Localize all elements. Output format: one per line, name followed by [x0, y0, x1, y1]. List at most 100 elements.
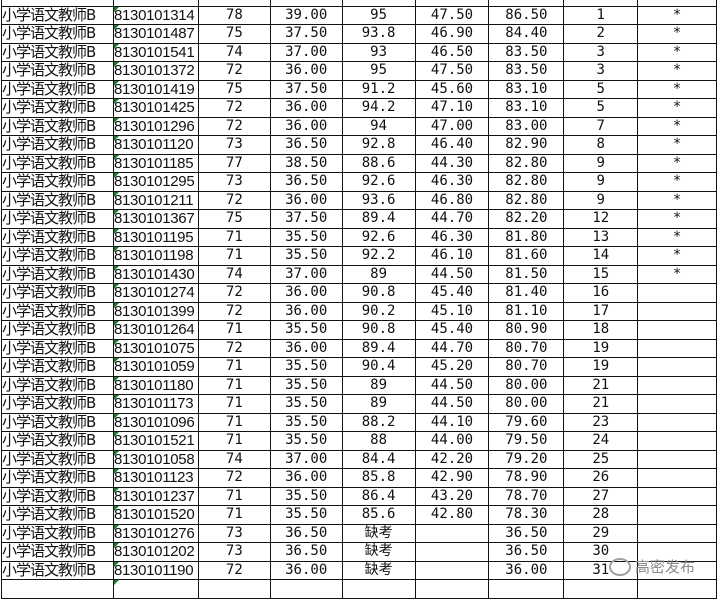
total-score-cell[interactable]: 82.90 — [488, 135, 565, 155]
total-score-cell[interactable]: 80.90 — [488, 320, 565, 340]
total-score-cell[interactable]: 79.60 — [488, 412, 565, 432]
interview-score-cell[interactable]: 95 — [341, 61, 416, 81]
interview-score-cell[interactable]: 85.6 — [341, 505, 416, 525]
total-score-cell[interactable]: 83.50 — [488, 42, 565, 62]
qualified-mark-cell[interactable]: * — [637, 209, 717, 229]
candidate-id-cell[interactable]: 8130101096 — [112, 412, 199, 432]
written-weighted-cell[interactable]: 36.00 — [269, 98, 343, 118]
interview-weighted-cell[interactable]: 45.40 — [414, 320, 490, 340]
written-weighted-cell[interactable]: 36.50 — [269, 523, 343, 543]
candidate-id-cell[interactable]: 8130101419 — [112, 79, 199, 99]
interview-weighted-cell[interactable]: 45.40 — [414, 283, 490, 303]
candidate-id-cell[interactable]: 8130101202 — [112, 542, 199, 562]
total-score-cell[interactable]: 83.00 — [488, 116, 565, 136]
interview-score-cell[interactable]: 92.2 — [341, 246, 416, 266]
interview-weighted-cell[interactable]: 45.20 — [414, 357, 490, 377]
qualified-mark-cell[interactable] — [637, 375, 717, 395]
qualified-mark-cell[interactable]: * — [637, 227, 717, 247]
rank-cell[interactable]: 9 — [563, 172, 639, 192]
interview-weighted-cell[interactable]: 44.30 — [414, 153, 490, 173]
written-score-cell[interactable]: 72 — [197, 116, 271, 136]
position-cell[interactable]: 小学语文教师B — [1, 190, 114, 210]
position-cell[interactable]: 小学语文教师B — [1, 5, 114, 25]
rank-cell[interactable]: 2 — [563, 24, 639, 44]
total-score-cell[interactable]: 79.50 — [488, 431, 565, 451]
written-score-cell[interactable]: 78 — [197, 5, 271, 25]
rank-cell[interactable]: 5 — [563, 79, 639, 99]
rank-cell[interactable]: 29 — [563, 523, 639, 543]
qualified-mark-cell[interactable]: * — [637, 61, 717, 81]
rank-cell[interactable]: 23 — [563, 412, 639, 432]
written-weighted-cell[interactable]: 35.50 — [269, 394, 343, 414]
candidate-id-cell[interactable]: 8130101367 — [112, 209, 199, 229]
interview-weighted-cell[interactable]: 46.30 — [414, 172, 490, 192]
position-cell[interactable]: 小学语文教师B — [1, 42, 114, 62]
position-cell[interactable]: 小学语文教师B — [1, 264, 114, 284]
written-score-cell[interactable]: 71 — [197, 357, 271, 377]
written-score-cell[interactable]: 72 — [197, 61, 271, 81]
candidate-id-cell[interactable]: 8130101430 — [112, 264, 199, 284]
written-score-cell[interactable]: 71 — [197, 412, 271, 432]
qualified-mark-cell[interactable] — [637, 320, 717, 340]
interview-weighted-cell[interactable]: 42.90 — [414, 468, 490, 488]
qualified-mark-cell[interactable]: * — [637, 24, 717, 44]
total-score-cell[interactable]: 36.00 — [488, 560, 565, 580]
total-score-cell[interactable]: 78.90 — [488, 468, 565, 488]
interview-score-cell[interactable]: 93.8 — [341, 24, 416, 44]
interview-weighted-cell[interactable] — [414, 542, 490, 562]
written-weighted-cell[interactable]: 35.50 — [269, 375, 343, 395]
position-cell[interactable]: 小学语文教师B — [1, 505, 114, 525]
total-score-cell[interactable]: 80.00 — [488, 375, 565, 395]
interview-score-cell[interactable]: 90.8 — [341, 283, 416, 303]
written-weighted-cell[interactable]: 36.50 — [269, 172, 343, 192]
position-cell[interactable]: 小学语文教师B — [1, 412, 114, 432]
written-score-cell[interactable]: 73 — [197, 523, 271, 543]
written-weighted-cell[interactable]: 36.50 — [269, 135, 343, 155]
total-score-cell[interactable]: 82.80 — [488, 172, 565, 192]
total-score-cell[interactable]: 81.60 — [488, 246, 565, 266]
written-score-cell[interactable]: 75 — [197, 24, 271, 44]
position-cell[interactable]: 小学语文教师B — [1, 172, 114, 192]
written-weighted-cell[interactable]: 35.50 — [269, 227, 343, 247]
written-score-cell[interactable]: 71 — [197, 246, 271, 266]
interview-score-cell[interactable]: 84.4 — [341, 449, 416, 469]
interview-score-cell[interactable]: 88 — [341, 431, 416, 451]
written-weighted-cell[interactable]: 35.50 — [269, 412, 343, 432]
interview-weighted-cell[interactable]: 44.50 — [414, 375, 490, 395]
written-weighted-cell[interactable]: 37.00 — [269, 42, 343, 62]
position-cell[interactable]: 小学语文教师B — [1, 116, 114, 136]
written-score-cell[interactable]: 77 — [197, 153, 271, 173]
interview-score-cell[interactable]: 85.8 — [341, 468, 416, 488]
qualified-mark-cell[interactable]: * — [637, 135, 717, 155]
rank-cell[interactable]: 21 — [563, 375, 639, 395]
position-cell[interactable]: 小学语文教师B — [1, 486, 114, 506]
rank-cell[interactable]: 8 — [563, 135, 639, 155]
rank-cell[interactable]: 1 — [563, 5, 639, 25]
total-score-cell[interactable]: 36.50 — [488, 542, 565, 562]
total-score-cell[interactable]: 80.00 — [488, 394, 565, 414]
qualified-mark-cell[interactable] — [637, 505, 717, 525]
interview-score-cell[interactable]: 95 — [341, 5, 416, 25]
written-score-cell[interactable]: 75 — [197, 209, 271, 229]
qualified-mark-cell[interactable] — [637, 523, 717, 543]
qualified-mark-cell[interactable] — [637, 301, 717, 321]
interview-score-cell[interactable]: 90.2 — [341, 301, 416, 321]
candidate-id-cell[interactable]: 8130101541 — [112, 42, 199, 62]
qualified-mark-cell[interactable]: * — [637, 153, 717, 173]
total-score-cell[interactable]: 86.50 — [488, 5, 565, 25]
written-score-cell[interactable]: 72 — [197, 98, 271, 118]
total-score-cell[interactable]: 82.80 — [488, 153, 565, 173]
written-weighted-cell[interactable]: 36.00 — [269, 301, 343, 321]
candidate-id-cell[interactable]: 8130101520 — [112, 505, 199, 525]
interview-weighted-cell[interactable]: 46.40 — [414, 135, 490, 155]
written-score-cell[interactable]: 74 — [197, 42, 271, 62]
total-score-cell[interactable]: 82.20 — [488, 209, 565, 229]
interview-score-cell[interactable]: 缺考 — [341, 560, 416, 580]
interview-weighted-cell[interactable]: 42.80 — [414, 505, 490, 525]
candidate-id-cell[interactable]: 8130101075 — [112, 338, 199, 358]
position-cell[interactable]: 小学语文教师B — [1, 394, 114, 414]
rank-cell[interactable]: 16 — [563, 283, 639, 303]
qualified-mark-cell[interactable]: * — [637, 172, 717, 192]
interview-score-cell[interactable]: 94 — [341, 116, 416, 136]
total-score-cell[interactable]: 78.70 — [488, 486, 565, 506]
